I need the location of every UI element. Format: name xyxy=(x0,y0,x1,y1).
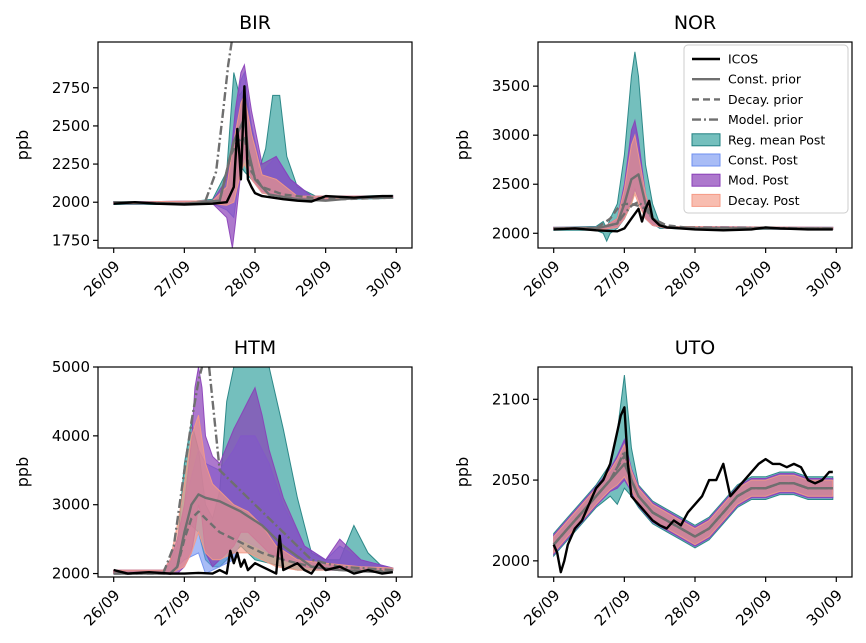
x-tick-label: 26/09 xyxy=(80,586,123,629)
y-tick-label: 3000 xyxy=(52,496,90,514)
legend-box xyxy=(683,44,849,214)
y-tick-label: 2000 xyxy=(52,193,90,211)
panel-title: UTO xyxy=(675,337,715,359)
legend: ICOS Const. prior Decay. prior Model. prior… xyxy=(683,44,849,214)
y-tick-label: 5000 xyxy=(52,358,90,376)
legend-swatch xyxy=(691,153,721,167)
legend-label: Mod. Post xyxy=(728,173,789,188)
plot-area xyxy=(552,375,834,574)
x-tick-label: 29/09 xyxy=(292,586,335,629)
line-solid-black xyxy=(113,534,393,575)
x-tick-label: 28/09 xyxy=(662,257,705,300)
legend-swatch xyxy=(691,133,721,147)
legend-label: Const. prior xyxy=(728,72,802,87)
line-solid-black xyxy=(113,85,393,206)
panel-title: BIR xyxy=(239,12,271,34)
x-tick-label: 26/09 xyxy=(520,586,563,629)
x-tick-label: 27/09 xyxy=(151,586,194,629)
y-tick-label: 2750 xyxy=(52,79,90,97)
y-axis-label: ppb xyxy=(13,130,32,160)
x-tick-label: 29/09 xyxy=(732,257,775,300)
line-dashdot-gray xyxy=(553,200,833,230)
x-tick-label: 30/09 xyxy=(803,586,846,629)
legend-swatch xyxy=(691,193,721,207)
line-solid-black xyxy=(553,199,833,233)
x-tick-label: 30/09 xyxy=(803,257,846,300)
x-tick-label: 26/09 xyxy=(80,257,123,300)
panel-htm: HTM ppb 2000 3000 4000 5000 26/09 27/09 28/09 29/… xyxy=(13,337,413,629)
line-dashdot-gray xyxy=(207,367,393,572)
x-tick-label: 28/09 xyxy=(222,257,265,300)
line-dashdot-gray xyxy=(204,42,233,202)
legend-label: ICOS xyxy=(728,52,758,67)
y-tick-label: 2050 xyxy=(492,471,530,489)
plot-area xyxy=(113,367,394,575)
y-axis-label: ppb xyxy=(13,457,32,487)
line-dashed-gray xyxy=(113,510,393,575)
plot-area xyxy=(113,42,394,248)
y-tick-label: 2000 xyxy=(52,565,90,583)
line-dashdot-gray xyxy=(162,367,204,575)
line-solid-black xyxy=(552,406,833,574)
legend-label: Decay. Post xyxy=(728,193,800,208)
x-tick-label: 28/09 xyxy=(662,586,705,629)
panel-title: NOR xyxy=(674,12,716,34)
legend-swatch xyxy=(691,173,721,187)
y-tick-label: 2500 xyxy=(52,117,90,135)
x-tick-label: 30/09 xyxy=(363,586,406,629)
y-tick-label: 1750 xyxy=(52,231,90,249)
panel-uto: UTO ppb 2000 2050 2100 26/09 27/09 28/09 29/09 30… xyxy=(453,337,853,629)
plot-area xyxy=(553,51,834,243)
x-tick-label: 27/09 xyxy=(591,586,634,629)
legend-label: Decay. prior xyxy=(728,92,804,107)
y-axis-label: ppb xyxy=(453,457,472,487)
y-tick-label: 3500 xyxy=(492,77,530,95)
line-dashdot-gray xyxy=(552,449,833,546)
x-tick-label: 27/09 xyxy=(591,257,634,300)
x-tick-label: 29/09 xyxy=(732,586,775,629)
y-tick-label: 2000 xyxy=(492,552,530,570)
y-tick-label: 2100 xyxy=(492,390,530,408)
y-tick-label: 2250 xyxy=(52,155,90,173)
x-tick-label: 26/09 xyxy=(520,257,563,300)
x-tick-label: 27/09 xyxy=(151,257,194,300)
x-tick-label: 29/09 xyxy=(292,257,335,300)
legend-label: Reg. mean Post xyxy=(728,132,825,147)
legend-label: Const. Post xyxy=(728,153,798,168)
panel-title: HTM xyxy=(234,337,276,359)
x-tick-label: 28/09 xyxy=(222,586,265,629)
x-tick-label: 30/09 xyxy=(363,257,406,300)
band-teal xyxy=(553,375,834,558)
y-tick-label: 3000 xyxy=(492,126,530,144)
y-tick-label: 2000 xyxy=(492,224,530,242)
y-axis-label: ppb xyxy=(453,130,472,160)
y-tick-label: 2500 xyxy=(492,175,530,193)
y-tick-label: 4000 xyxy=(52,427,90,445)
panel-bir: BIR ppb 1750 2000 2250 2500 2750 26/09 27/09 28/0… xyxy=(13,12,413,300)
legend-label: Model. prior xyxy=(728,112,804,127)
